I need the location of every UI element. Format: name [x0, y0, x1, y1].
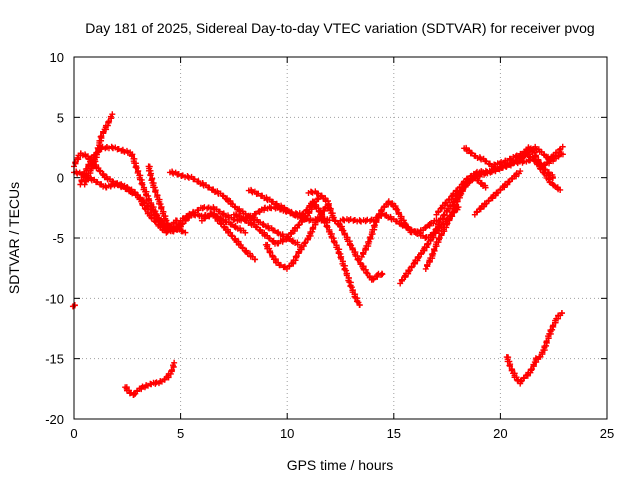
data-point [559, 151, 566, 158]
y-tick-label: -15 [45, 352, 64, 367]
data-point [182, 229, 189, 236]
data-point [252, 256, 259, 263]
x-tick-label: 5 [177, 426, 184, 441]
axis-ticks: 0 5 10 15 20 25 -20 -15 -10 -5 0 5 10 [45, 50, 614, 441]
data-point [559, 143, 566, 150]
data-point [432, 226, 439, 233]
data-point [482, 184, 489, 191]
data-point [330, 214, 337, 221]
data-point [330, 238, 337, 245]
data-point [440, 212, 447, 219]
data-point [549, 175, 556, 182]
y-tick-label: 10 [50, 50, 64, 65]
data-point [422, 224, 429, 231]
data-point [323, 223, 330, 230]
series-track-22 [518, 144, 556, 182]
data-point [109, 111, 116, 118]
x-tick-label: 0 [70, 426, 77, 441]
series-track-15 [358, 198, 440, 260]
series-track-13 [305, 188, 386, 283]
x-tick-label: 20 [493, 426, 507, 441]
y-axis-label: SDTVAR / TECUs [6, 182, 22, 294]
x-tick-label: 10 [280, 426, 294, 441]
y-tick-label: 5 [57, 110, 64, 125]
series-track-19 [450, 174, 489, 212]
y-tick-label: 0 [57, 171, 64, 186]
series-track-20 [461, 143, 566, 170]
chart-title: Day 181 of 2025, Sidereal Day-to-day VTE… [85, 20, 594, 36]
data-point [151, 218, 158, 225]
series-track-23 [122, 359, 178, 398]
data-point [517, 168, 524, 175]
series-track-12 [230, 193, 325, 247]
series-track-21 [471, 168, 524, 218]
data-point [294, 241, 301, 248]
series-track-4 [77, 143, 189, 236]
data-point [558, 310, 565, 317]
data-points [69, 111, 566, 398]
plot-frame [73, 56, 608, 420]
data-point [105, 118, 112, 125]
data-point [138, 180, 145, 187]
data-point [71, 302, 78, 309]
data-point [132, 164, 139, 171]
series-track-24 [503, 309, 565, 387]
grid-lines [74, 57, 607, 419]
series-track-9 [198, 210, 259, 263]
data-point [145, 196, 152, 203]
series-track-1 [69, 302, 78, 310]
data-point [557, 186, 564, 193]
data-point [171, 359, 178, 366]
data-point [455, 204, 462, 211]
data-point [379, 271, 386, 278]
data-point [356, 301, 363, 308]
y-tick-label: -5 [52, 231, 64, 246]
x-axis-label: GPS time / hours [287, 457, 394, 473]
data-point [178, 227, 185, 234]
data-point [242, 229, 249, 236]
y-tick-label: -10 [45, 291, 64, 306]
x-tick-label: 15 [387, 426, 401, 441]
series-track-11 [262, 204, 333, 272]
series-track-5 [71, 168, 180, 235]
x-tick-label: 25 [600, 426, 614, 441]
y-tick-label: -20 [45, 412, 64, 427]
